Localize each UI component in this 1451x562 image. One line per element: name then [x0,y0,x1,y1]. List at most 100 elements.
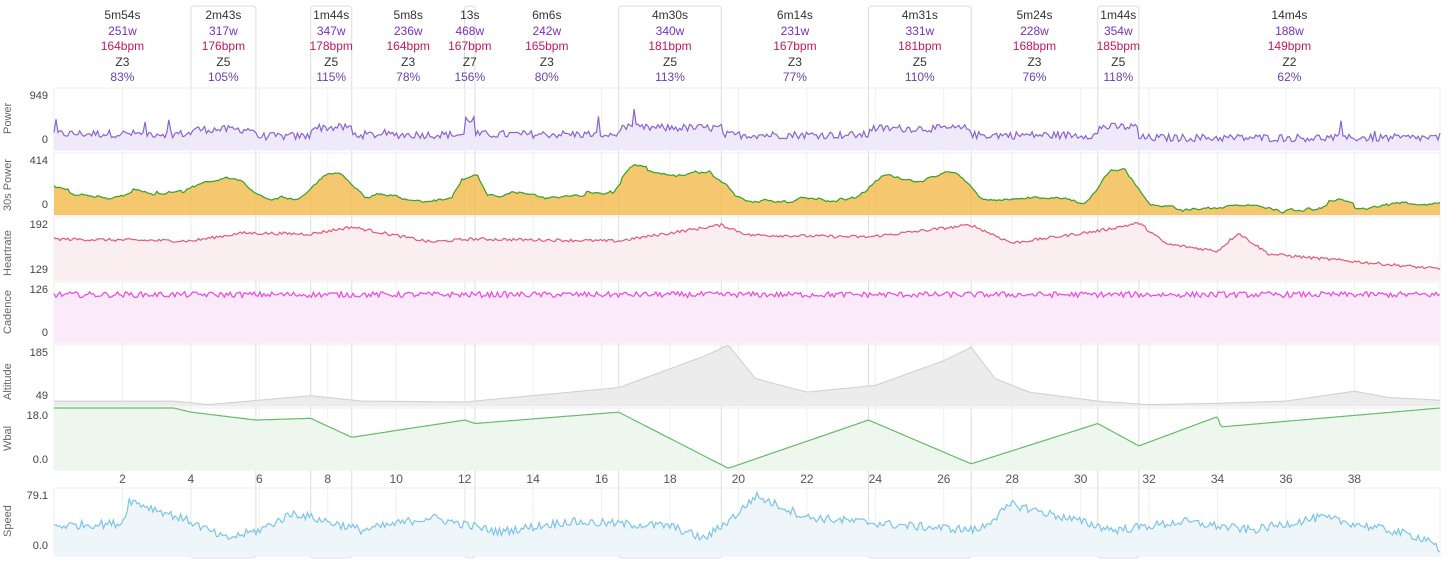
interval-hr: 178bpm [309,39,353,53]
series-line-1[interactable] [53,164,1441,214]
series-area-3 [54,291,1440,343]
interval-hr: 149bpm [1267,39,1312,53]
interval-label[interactable]: 4m30s 340w 181bpm Z5 113% [648,8,691,86]
y-tick-label: 0 [41,327,48,339]
y-tick-label: 949 [29,90,48,102]
series-line-5[interactable] [54,407,1441,469]
interval-zone: Z3 [115,54,130,69]
x-tick-label: 28 [1005,472,1019,486]
interval-power: 188w [1275,23,1304,38]
series-line-3[interactable] [53,290,1441,299]
interval-duration: 14m4s [1271,8,1308,22]
y-tick-label: 185 [29,347,48,359]
interval-label[interactable]: 1m44s 354w 185bpm Z5 118% [1097,8,1140,86]
interval-power: 331w [905,23,935,38]
interval-label[interactable]: 6m6s 242w 165bpm Z3 80% [525,8,568,86]
x-tick-label: 16 [594,472,609,486]
y-tick-label: 0 [41,134,48,146]
interval-zone: Z3 [539,54,554,69]
series-line-4[interactable] [54,344,1441,406]
x-tick-label: 10 [389,472,403,486]
interval-power: 317w [209,23,238,38]
series-line-2[interactable] [53,221,1441,270]
y-tick-label: 0.0 [32,454,48,466]
series-line-6[interactable] [53,490,1441,553]
interval-duration: 2m43s [205,8,242,22]
y-tick-label: 192 [29,219,48,231]
interval-label[interactable]: 6m14s 231w 167bpm Z3 77% [773,8,816,86]
interval-power: 347w [316,23,346,38]
interval-pct: 113% [655,70,685,84]
interval-hr: 181bpm [898,39,942,53]
y-tick-label: 49 [35,390,48,402]
interval-hr: 185bpm [1096,39,1140,53]
interval-label[interactable]: 1m44s 347w 178bpm Z5 115% [310,8,353,86]
interval-power: 228w [1020,23,1049,38]
series-area-5 [54,408,1440,470]
interval-hr: 176bpm [201,39,246,53]
interval-duration: 1m44s [313,8,350,22]
interval-duration: 1m44s [1100,8,1137,22]
interval-duration: 5m24s [1016,8,1053,22]
interval-duration: 5m54s [104,8,141,22]
interval-power: 354w [1103,23,1133,38]
x-tick-label: 6 [255,472,263,486]
interval-duration: 6m14s [776,8,813,22]
x-tick-label: 26 [937,472,951,486]
interval-hr: 164bpm [386,39,430,53]
series-line-0[interactable] [53,109,1441,143]
interval-pct: 76% [1022,70,1047,84]
x-tick-label: 4 [187,472,195,486]
interval-zone: Z3 [401,54,416,69]
interval-pct: 83% [110,70,135,84]
y-tick-label: 414 [29,155,48,167]
interval-duration: 13s [460,8,480,22]
interval-pct: 62% [1277,70,1302,84]
x-tick-label: 24 [868,472,883,486]
interval-zone: Z5 [1111,54,1126,69]
interval-label[interactable]: 14m4s 188w 149bpm Z2 62% [1268,8,1311,86]
x-tick-label: 2 [119,472,126,486]
interval-hr: 164bpm [100,39,145,53]
interval-power: 468w [455,23,485,38]
interval-duration: 4m31s [901,8,938,22]
interval-power: 231w [780,23,810,38]
y-tick-label: 79.1 [26,490,48,502]
interval-power: 251w [108,23,137,38]
interval-zone: Z3 [1027,54,1042,69]
interval-duration: 5m8s [393,8,423,22]
x-tick-label: 30 [1073,472,1088,486]
x-tick-label: 36 [1279,472,1293,486]
series-area-0 [54,109,1440,150]
interval-label[interactable]: 4m31s 331w 181bpm Z5 110% [898,8,941,86]
interval-pct: 110% [904,70,935,84]
interval-hr: 167bpm [448,39,492,53]
x-tick-label: 8 [324,472,332,486]
series-area-6 [54,492,1440,556]
y-tick-label: 126 [29,284,48,296]
x-tick-label: 18 [663,472,677,486]
interval-label[interactable]: 2m43s 317w 176bpm Z5 105% [202,8,245,86]
interval-hr: 168bpm [1012,39,1057,53]
interval-power: 236w [393,23,423,38]
interval-zone: Z5 [662,54,677,69]
y-tick-label: 0 [41,199,48,211]
interval-label[interactable]: 5m54s 251w 164bpm Z3 83% [101,8,144,86]
interval-label[interactable]: 5m24s 228w 168bpm Z3 76% [1013,8,1056,86]
interval-label[interactable]: 13s 468w 167bpm Z7 156% [448,8,491,86]
panel-label: Wbal [2,425,14,451]
interval-pct: 156% [454,70,486,84]
panel-label: Power [2,102,14,134]
interval-hr: 167bpm [773,39,817,53]
y-tick-label: 18.0 [26,410,48,422]
interval-duration: 6m6s [532,8,562,22]
x-tick-label: 32 [1142,472,1156,486]
x-tick-label: 22 [800,472,814,486]
interval-hr: 181bpm [648,39,692,53]
interval-pct: 105% [208,70,239,84]
interval-zone: Z2 [1282,54,1297,69]
interval-label[interactable]: 5m8s 236w 164bpm Z3 78% [387,8,430,86]
x-tick-label: 34 [1210,472,1225,486]
series-area-2 [54,222,1440,280]
